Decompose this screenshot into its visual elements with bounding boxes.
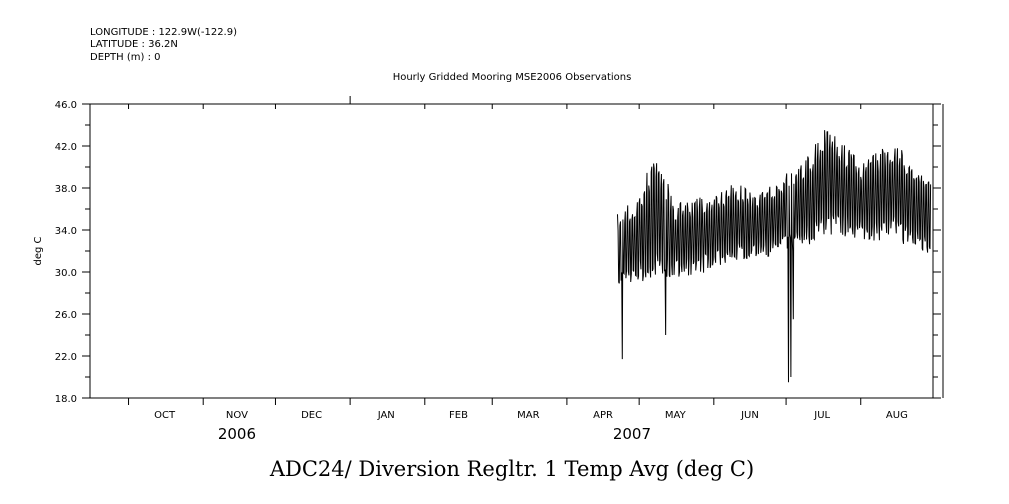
y-tick-label: 34.0 [55,226,77,237]
figure-caption: ADC24/ Diversion Regltr. 1 Temp Avg (deg… [269,457,754,481]
x-month-label: AUG [886,410,908,421]
x-month-label: JUL [813,410,830,421]
x-year-label: 2007 [613,425,651,443]
x-month-label: JAN [377,410,395,421]
chart-title: Hourly Gridded Mooring MSE2006 Observati… [393,72,632,83]
x-axis: OCT NOV DEC JAN FEB MAR APR MAY JUN JUL AUG 2006 200… [128,96,908,443]
y-tick-label: 30.0 [55,268,77,279]
x-year-label: 2006 [218,425,256,443]
x-month-label: APR [593,410,613,421]
y-tick-label: 22.0 [55,352,77,363]
y-tick-label: 46.0 [55,100,77,111]
latitude-label: LATITUDE : 36.2N [90,39,178,50]
x-month-label: MAR [517,410,539,421]
x-month-label: DEC [301,410,322,421]
series-layer [616,130,932,383]
depth-label: DEPTH (m) : 0 [90,52,161,63]
x-month-label: NOV [226,410,248,421]
y-axis: 18.0 22.0 26.0 30.0 34.0 38.0 42.0 46.0 [55,100,941,405]
y-axis-label: deg C [33,236,44,265]
y-tick-label: 42.0 [55,142,77,153]
y-tick-label: 38.0 [55,184,77,195]
y-tick-label: 26.0 [55,310,77,321]
x-month-label: JUN [740,410,759,421]
plot-frame [89,103,934,399]
x-month-label: FEB [449,410,468,421]
longitude-label: LONGITUDE : 122.9W(-122.9) [90,27,237,38]
x-month-label: MAY [665,410,687,421]
x-month-label: OCT [154,410,176,421]
y-tick-label: 18.0 [55,394,77,405]
series-line [616,130,932,383]
